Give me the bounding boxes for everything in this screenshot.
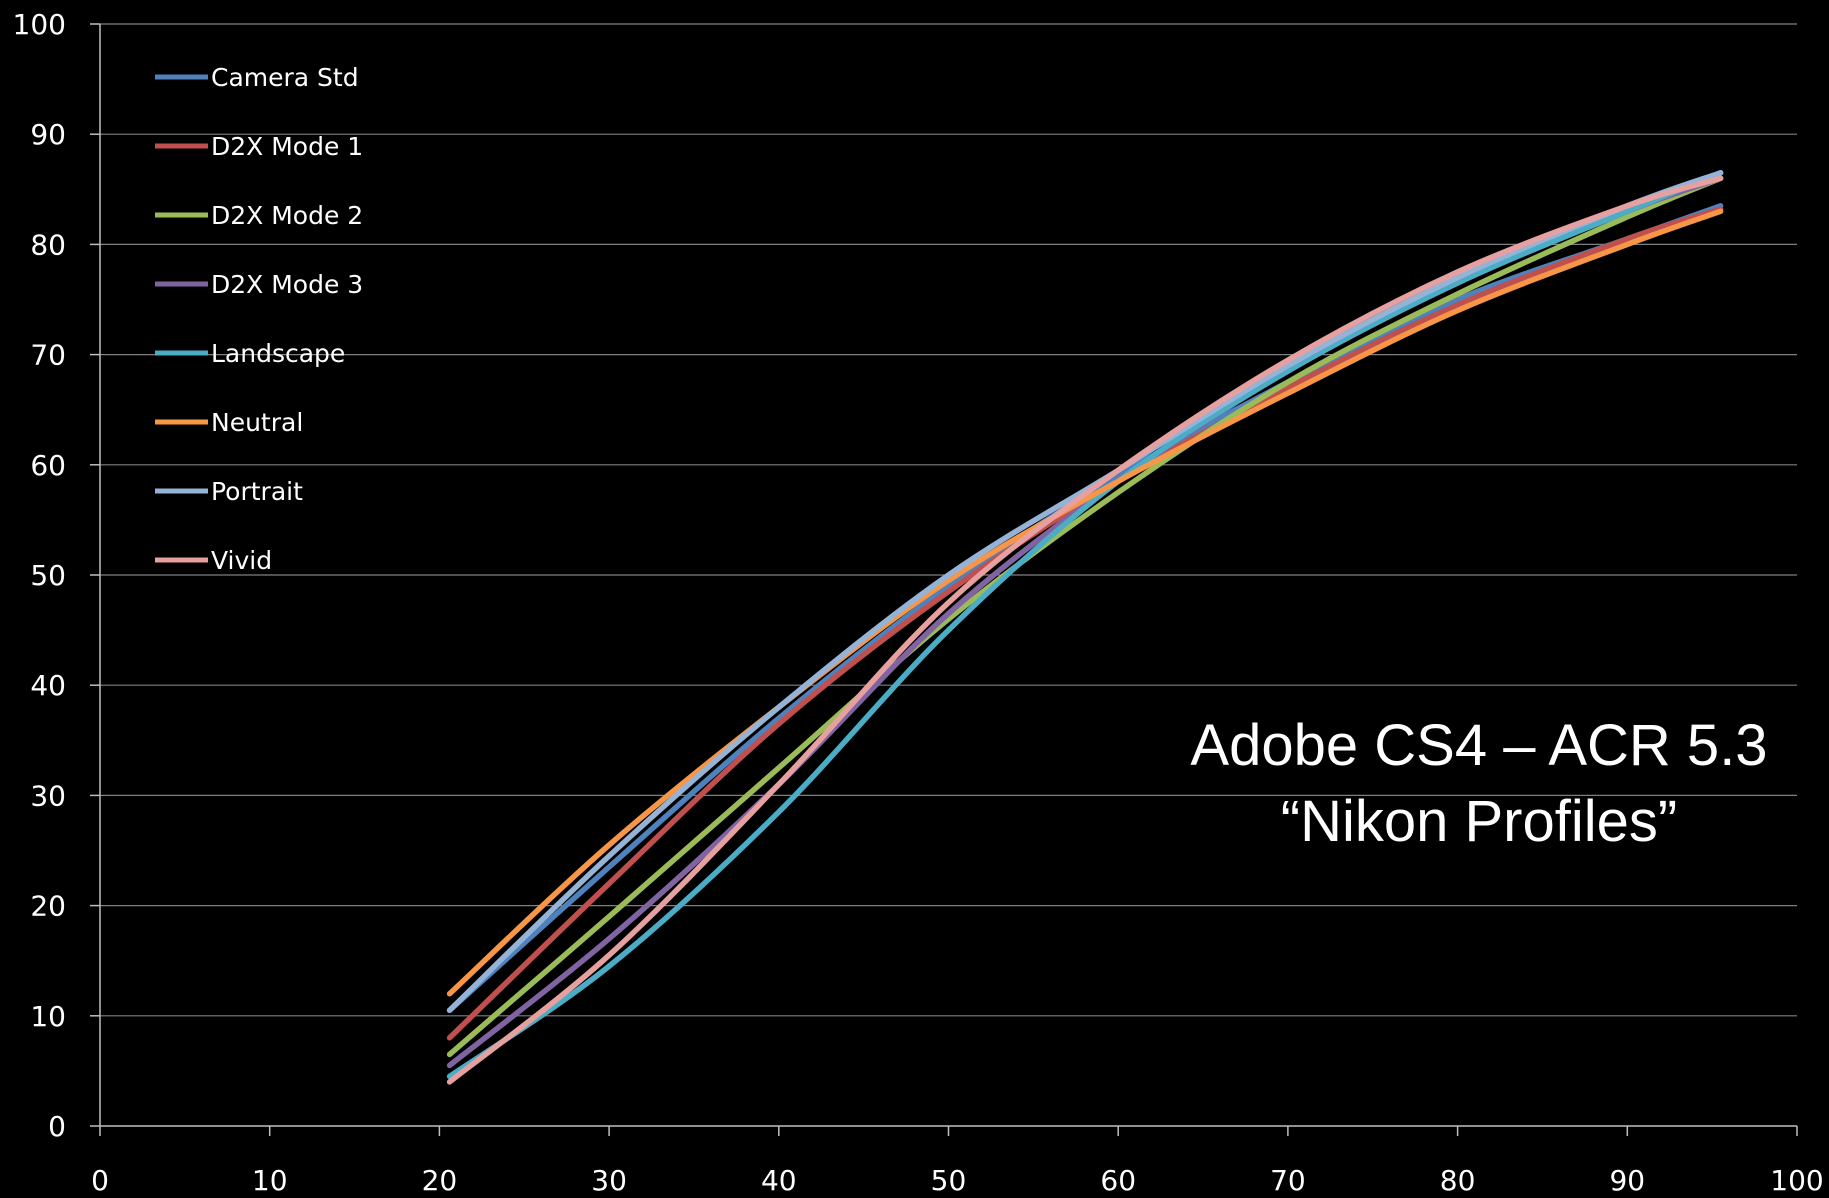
legend-label-d2x-mode-1: D2X Mode 1 bbox=[211, 132, 363, 161]
series-line-portrait bbox=[446, 170, 1724, 1014]
series-line-landscape bbox=[446, 170, 1724, 1080]
x-tick-label: 100 bbox=[1770, 1164, 1823, 1197]
legend: Camera Std D2X Mode 1 D2X Mode 2 D2X Mode 3… bbox=[155, 63, 363, 575]
y-tick-label: 60 bbox=[30, 449, 66, 482]
gridlines bbox=[100, 23, 1797, 1017]
y-tick-label: 0 bbox=[48, 1110, 66, 1143]
legend-label-portrait: Portrait bbox=[211, 477, 303, 506]
x-tick-label: 50 bbox=[931, 1164, 967, 1197]
y-tick-label: 20 bbox=[30, 890, 66, 923]
legend-label-d2x-mode-3: D2X Mode 3 bbox=[211, 270, 363, 299]
x-tick-label: 10 bbox=[252, 1164, 288, 1197]
y-tick-label: 100 bbox=[13, 8, 66, 41]
legend-label-vivid: Vivid bbox=[211, 546, 272, 575]
y-tick-label: 30 bbox=[30, 779, 66, 812]
annotation-line-1: Adobe CS4 – ACR 5.3 bbox=[1190, 713, 1768, 778]
x-tick-label: 60 bbox=[1100, 1164, 1136, 1197]
series-line-d2x-mode-2 bbox=[446, 175, 1724, 1058]
x-tick-label: 0 bbox=[91, 1164, 109, 1197]
legend-label-landscape: Landscape bbox=[211, 339, 345, 368]
x-tick-label: 70 bbox=[1270, 1164, 1306, 1197]
legend-label-neutral: Neutral bbox=[211, 408, 303, 437]
y-tick-label: 40 bbox=[30, 669, 66, 702]
x-tick-label: 30 bbox=[591, 1164, 627, 1197]
series-lines bbox=[446, 170, 1724, 1085]
series-line-d2x-mode-3 bbox=[446, 175, 1724, 1069]
x-tick-label: 80 bbox=[1440, 1164, 1476, 1197]
series-line-vivid bbox=[446, 175, 1724, 1085]
x-tick-label: 40 bbox=[761, 1164, 797, 1197]
y-tick-label: 90 bbox=[30, 118, 66, 151]
y-tick-label: 70 bbox=[30, 339, 66, 372]
chart-annotation: Adobe CS4 – ACR 5.3 “Nikon Profiles” bbox=[1139, 708, 1819, 860]
legend-label-camera-std: Camera Std bbox=[211, 63, 359, 92]
y-tick-label: 10 bbox=[30, 1000, 66, 1033]
series-line-neutral bbox=[446, 208, 1724, 997]
x-tick-label: 20 bbox=[422, 1164, 458, 1197]
y-tick-label: 50 bbox=[30, 559, 66, 592]
x-tick-label: 90 bbox=[1609, 1164, 1645, 1197]
y-tick-label: 80 bbox=[30, 228, 66, 261]
axes: 0 10 20 30 40 50 60 70 80 90 100 0 10 20 30 40 50 60 70 80 9… bbox=[13, 8, 1824, 1197]
annotation-line-2: “Nikon Profiles” bbox=[1280, 789, 1678, 854]
legend-label-d2x-mode-2: D2X Mode 2 bbox=[211, 201, 363, 230]
